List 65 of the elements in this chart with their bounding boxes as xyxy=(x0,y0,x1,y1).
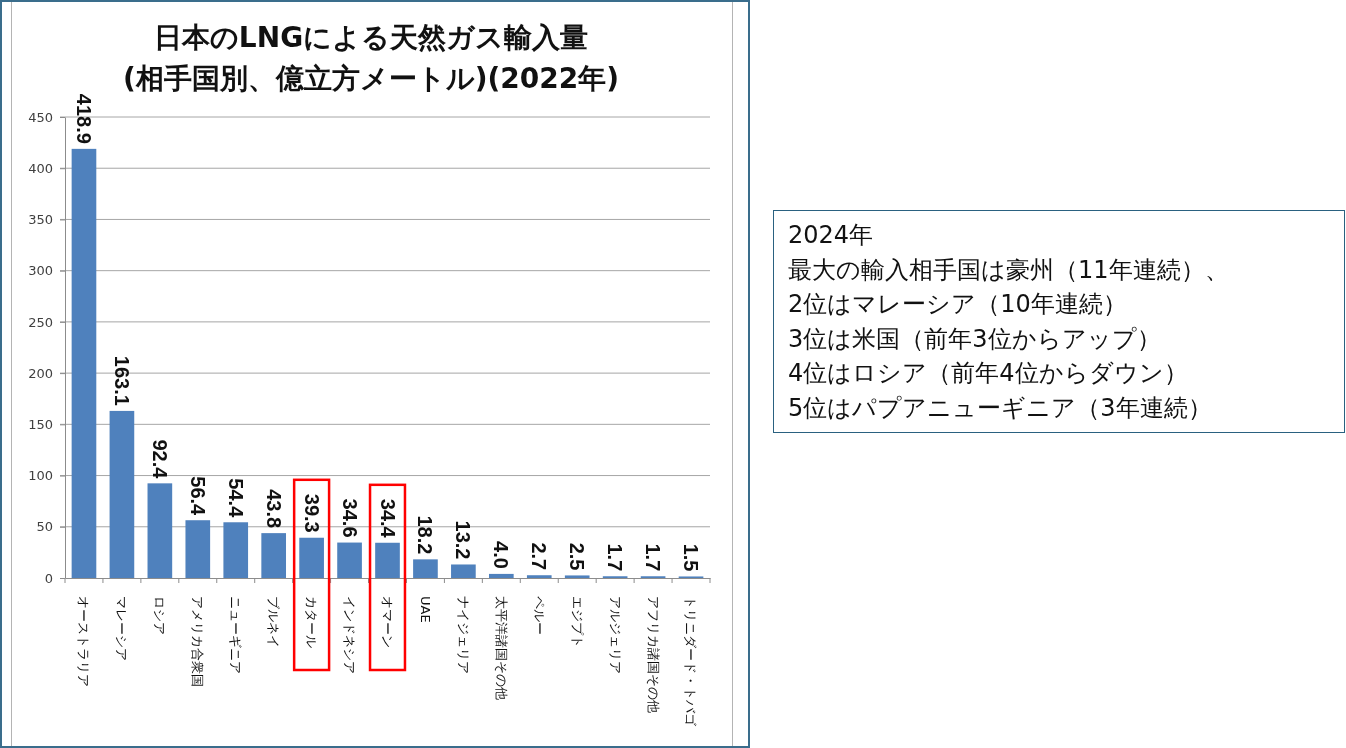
data-label: 4.0 xyxy=(490,541,513,569)
bar xyxy=(564,575,590,578)
data-label: 39.3 xyxy=(300,493,323,533)
data-label: 1.5 xyxy=(680,543,703,572)
bar xyxy=(71,148,97,578)
data-label: 18.2 xyxy=(414,515,437,555)
x-tick-label: アフリカ諸国その他 xyxy=(645,596,661,713)
bar xyxy=(109,410,135,578)
bar xyxy=(526,575,552,578)
bar xyxy=(451,564,476,578)
x-tick-label: エジプト xyxy=(569,596,585,648)
data-label: 13.2 xyxy=(452,520,475,560)
data-label: 43.8 xyxy=(262,489,285,529)
data-label: 56.4 xyxy=(186,476,209,517)
y-tick-label: 400 xyxy=(28,160,53,176)
x-tick-label: インドネシア xyxy=(342,596,358,674)
x-tick-label: カタール xyxy=(304,596,320,648)
bar xyxy=(488,573,514,578)
data-label: 34.4 xyxy=(376,498,399,539)
text: 2024年 xyxy=(788,220,875,251)
x-tick-label: マレーシア xyxy=(114,596,130,661)
bar xyxy=(337,542,362,578)
bar xyxy=(147,483,173,578)
x-tick-label: トリニダード・トバゴ xyxy=(683,596,699,727)
x-tick-label: アメリカ合衆国 xyxy=(190,596,206,687)
data-label: 92.4 xyxy=(148,439,171,480)
x-tick-label: ブルネイ xyxy=(266,596,282,648)
y-tick-label: 50 xyxy=(36,519,53,535)
x-tick-label: ペルー xyxy=(531,596,547,635)
bar xyxy=(413,559,438,578)
data-label: 54.4 xyxy=(224,478,247,519)
y-tick-label: 250 xyxy=(28,314,53,330)
bar xyxy=(375,542,400,578)
y-tick-label: 200 xyxy=(28,365,53,381)
y-tick-label: 100 xyxy=(28,468,53,484)
text: 最大の輸入相手国は豪州（11年連続）、 xyxy=(788,254,1230,286)
bar xyxy=(261,533,287,578)
chart-title: 日本のLNGによる天然ガス輸入量 (相手国別、億立方メートル)(2022年) xyxy=(122,21,620,95)
x-tick-label: ナイジェリア xyxy=(455,596,471,674)
bar xyxy=(185,520,211,578)
y-tick-label: 150 xyxy=(28,416,53,432)
data-label: 2.5 xyxy=(566,542,589,571)
x-tick-label: オマーン xyxy=(379,596,395,648)
data-label: 163.1 xyxy=(110,355,133,406)
x-tick-label: UAE xyxy=(417,596,433,623)
text: 5位はパプアニューギニア（3年連続） xyxy=(788,392,1213,424)
y-tick-label: 300 xyxy=(28,263,53,279)
bar xyxy=(299,537,324,578)
text: 2位はマレーシア（10年連続） xyxy=(788,289,1128,320)
data-label: 418.9 xyxy=(72,93,95,144)
y-tick-label: 450 xyxy=(28,109,53,125)
text: 3位は米国（前年3位からアップ） xyxy=(788,323,1162,355)
data-label: 2.7 xyxy=(528,542,551,571)
data-label: 1.7 xyxy=(642,543,665,572)
x-tick-label: ロシア xyxy=(152,596,168,635)
text: 4位はロシア（前年4位からダウン） xyxy=(788,358,1189,389)
bar xyxy=(223,522,249,578)
x-tick-label: オーストラリア xyxy=(76,596,92,687)
x-tick-label: 太平洋諸国その他 xyxy=(493,596,509,700)
y-tick-label: 350 xyxy=(28,212,53,228)
x-tick-label: アルジェリア xyxy=(607,596,623,674)
data-label: 1.7 xyxy=(604,543,627,572)
y-tick-label: 0 xyxy=(44,570,53,586)
x-tick-label: ニューギニア xyxy=(228,596,244,674)
data-label: 34.6 xyxy=(338,498,361,538)
